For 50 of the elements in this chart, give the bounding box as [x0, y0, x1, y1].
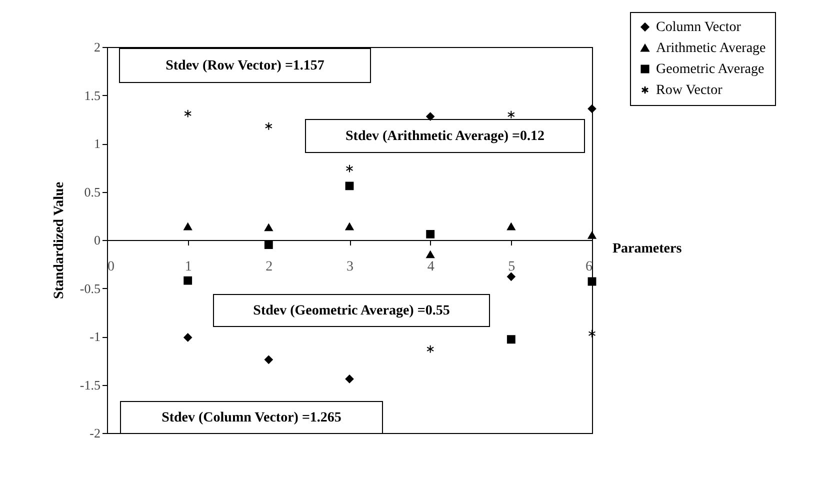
point: [264, 122, 272, 130]
y-tick-label: -1: [90, 329, 100, 344]
y-tick-label: 0.5: [84, 184, 100, 200]
point: [426, 344, 434, 354]
point: [507, 110, 515, 119]
point: [346, 164, 354, 173]
annotation: Stdev (Column Vector) =1.265: [162, 410, 342, 426]
y-tick-label: 0: [94, 232, 100, 248]
y-tick-label: 1.5: [84, 88, 100, 103]
point: [506, 335, 516, 344]
point: [345, 222, 354, 230]
point: [426, 112, 435, 121]
point: [426, 250, 435, 258]
y-tick-label: 1: [94, 136, 100, 151]
point: [588, 104, 596, 113]
x-tick-label: 2: [266, 260, 273, 274]
point: [264, 240, 273, 250]
legend-label: Column Vector: [656, 20, 742, 35]
point: [184, 333, 192, 342]
x-tick-label: 5: [508, 260, 516, 274]
point: [184, 276, 192, 285]
legend-label: Geometric Average: [656, 62, 764, 77]
point: [426, 230, 435, 238]
annotation: Stdev (Arithmetic Average) =0.12: [346, 129, 544, 144]
point: [184, 109, 192, 118]
y-tick-label: -1.5: [80, 377, 100, 392]
y-tick-label: -2: [90, 426, 100, 440]
legend-label: Row Vector: [656, 83, 723, 98]
x-tick-label: 6: [586, 260, 592, 274]
x-tick-label: 3: [346, 260, 354, 274]
point: [345, 182, 354, 190]
point: [588, 329, 596, 338]
point: [506, 222, 516, 230]
x-tick-label: 4: [427, 260, 434, 274]
point: [588, 277, 596, 286]
legend-label: Arithmetic Average: [656, 41, 766, 56]
point: [345, 374, 354, 384]
point: [184, 222, 192, 230]
y-axis-title: Standardized Value: [52, 182, 67, 300]
point: [588, 231, 596, 239]
annotation: Stdev (Geometric Average) =0.55: [253, 304, 450, 318]
point: [506, 272, 516, 281]
annotation: Stdev (Row Vector) =1.157: [166, 58, 324, 74]
x-axis-title: Parameters: [612, 242, 682, 256]
point: [264, 224, 273, 232]
y-tick-label: -0.5: [80, 280, 100, 296]
x-tick-label: 1: [184, 260, 192, 274]
x-tick-label: 0: [108, 260, 114, 274]
y-tick-label: 2: [94, 40, 100, 54]
point: [264, 355, 273, 364]
